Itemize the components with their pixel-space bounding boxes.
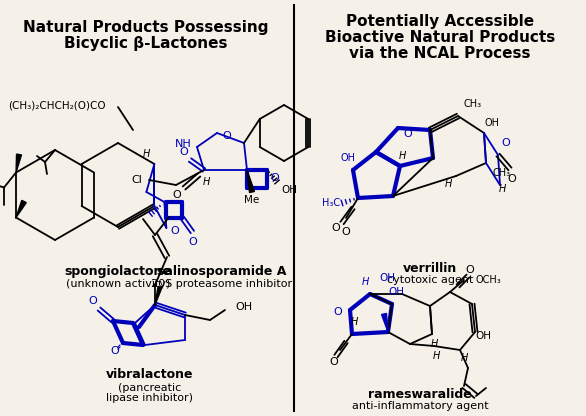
Text: H: H xyxy=(202,177,210,187)
Text: O: O xyxy=(502,138,510,148)
Text: OH: OH xyxy=(235,302,252,312)
Text: O: O xyxy=(180,147,188,157)
Text: via the NCAL Process: via the NCAL Process xyxy=(349,46,531,61)
Text: H: H xyxy=(142,149,150,159)
Text: CH₃: CH₃ xyxy=(493,168,511,178)
Text: Bicyclic β-Lactones: Bicyclic β-Lactones xyxy=(64,36,228,51)
Text: O: O xyxy=(172,190,181,200)
Text: (pancreatic: (pancreatic xyxy=(118,383,182,393)
Text: H: H xyxy=(398,151,406,161)
Text: O: O xyxy=(466,265,475,275)
Text: H: H xyxy=(350,317,357,327)
Polygon shape xyxy=(16,201,26,218)
Text: vibralactone: vibralactone xyxy=(106,369,194,381)
Text: Cl: Cl xyxy=(131,175,142,185)
Text: (unknown activity): (unknown activity) xyxy=(66,279,170,289)
Text: OCH₃: OCH₃ xyxy=(475,275,501,285)
Text: OH: OH xyxy=(281,185,297,195)
Text: O: O xyxy=(329,357,338,367)
Text: H: H xyxy=(461,353,468,363)
Text: Bioactive Natural Products: Bioactive Natural Products xyxy=(325,30,555,45)
Text: Natural Products Possessing: Natural Products Possessing xyxy=(23,20,269,35)
Text: cytotoxic agent: cytotoxic agent xyxy=(387,275,473,285)
Text: O: O xyxy=(331,223,340,233)
Text: O: O xyxy=(333,307,342,317)
Text: salinosporamide A: salinosporamide A xyxy=(157,265,287,278)
Text: CH₃: CH₃ xyxy=(463,99,481,109)
Text: O: O xyxy=(507,174,516,184)
Text: O: O xyxy=(342,227,350,237)
Text: OH: OH xyxy=(379,273,395,283)
Text: H: H xyxy=(498,184,506,194)
Text: (CH₃)₂CHCH₂(O)CO: (CH₃)₂CHCH₂(O)CO xyxy=(8,100,105,110)
Text: H: H xyxy=(430,339,438,349)
Text: H: H xyxy=(362,277,369,287)
Text: anti-inflammatory agent: anti-inflammatory agent xyxy=(352,401,488,411)
Text: OH: OH xyxy=(475,331,491,341)
Polygon shape xyxy=(16,154,22,173)
Polygon shape xyxy=(381,314,388,332)
Text: Potentially Accessible: Potentially Accessible xyxy=(346,14,534,29)
Text: H: H xyxy=(432,351,440,361)
Polygon shape xyxy=(155,287,162,305)
Polygon shape xyxy=(247,170,254,193)
Text: Me: Me xyxy=(244,195,260,205)
Text: O: O xyxy=(88,296,97,306)
Text: rameswaralide: rameswaralide xyxy=(368,387,472,401)
Text: O: O xyxy=(188,237,197,247)
Text: OH: OH xyxy=(340,153,356,163)
Text: O: O xyxy=(404,129,413,139)
Text: spongiolactone: spongiolactone xyxy=(64,265,172,278)
Text: H₃C: H₃C xyxy=(322,198,340,208)
Text: H: H xyxy=(444,179,452,189)
Text: OH: OH xyxy=(485,118,499,128)
Text: O: O xyxy=(170,226,179,236)
Text: lipase inhibitor): lipase inhibitor) xyxy=(107,393,193,403)
Text: verrillin: verrillin xyxy=(403,262,457,275)
Text: O: O xyxy=(271,173,280,183)
Text: NH: NH xyxy=(175,139,192,149)
Text: 20S proteasome inhibitor: 20S proteasome inhibitor xyxy=(151,279,292,289)
Text: O: O xyxy=(223,131,231,141)
Text: OH: OH xyxy=(388,287,404,297)
Text: O: O xyxy=(111,346,120,356)
